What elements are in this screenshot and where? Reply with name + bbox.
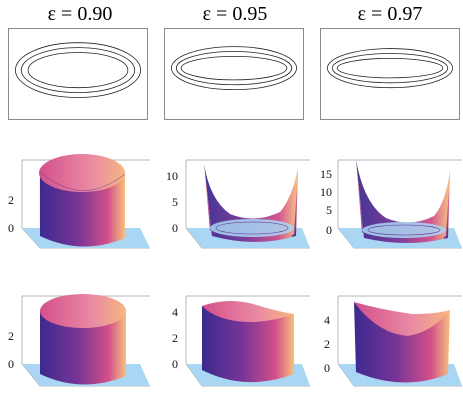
surface-plot-r2-c1: 0 2 bbox=[0, 140, 150, 270]
z-tick-label: 5 bbox=[326, 203, 332, 217]
surface-plot-r3-c3: 0 2 4 bbox=[312, 280, 462, 410]
z-tick-label: 0 bbox=[172, 357, 178, 371]
z-tick-label: 4 bbox=[324, 313, 330, 327]
z-tick-label: 10 bbox=[166, 169, 178, 183]
z-tick-label: 0 bbox=[326, 223, 332, 237]
contour-plot bbox=[171, 46, 297, 91]
surface-plot-r2-c3: 0 5 10 15 bbox=[312, 140, 462, 270]
contour-plot bbox=[327, 48, 453, 89]
z-tick-label: 10 bbox=[320, 185, 332, 199]
z-tick-label: 0 bbox=[8, 357, 14, 371]
column-header-2: ε = 0.95 bbox=[165, 0, 305, 28]
header-text: ε = 0.97 bbox=[357, 3, 423, 25]
z-tick-label: 0 bbox=[172, 221, 178, 235]
surface-plot-r3-c2: 0 2 4 bbox=[160, 280, 310, 410]
z-tick-label: 15 bbox=[320, 167, 332, 181]
contour-panel-2 bbox=[164, 28, 304, 120]
header-text: ε = 0.90 bbox=[47, 3, 113, 25]
z-tick-label: 5 bbox=[172, 195, 178, 209]
z-tick-label: 2 bbox=[324, 337, 330, 351]
contour-panel-3 bbox=[320, 28, 460, 120]
contour-plot bbox=[15, 42, 141, 98]
column-header-1: ε = 0.90 bbox=[10, 0, 150, 28]
column-header-3: ε = 0.97 bbox=[320, 0, 460, 28]
z-tick-label: 2 bbox=[8, 329, 14, 343]
z-tick-label: 0 bbox=[8, 221, 14, 235]
z-tick-label: 0 bbox=[324, 361, 330, 375]
contour-panel-1 bbox=[8, 28, 148, 120]
z-tick-label: 2 bbox=[8, 193, 14, 207]
z-tick-label: 4 bbox=[172, 305, 178, 319]
header-text: ε = 0.95 bbox=[202, 3, 268, 25]
surface-plot-r2-c2: 0 5 10 bbox=[160, 140, 310, 270]
surface-plot-r3-c1: 0 2 bbox=[0, 280, 150, 410]
z-tick-label: 2 bbox=[172, 331, 178, 345]
